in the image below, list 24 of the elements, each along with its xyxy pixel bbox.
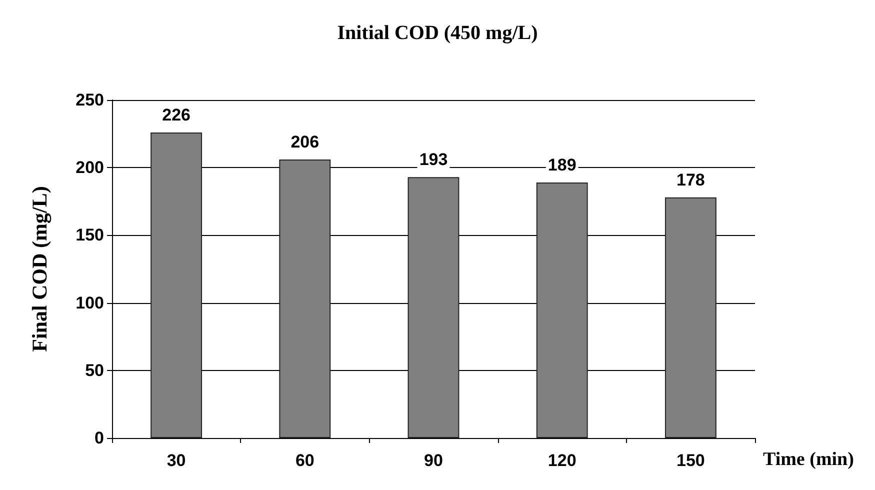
x-tick-label: 60: [295, 451, 314, 470]
data-label: 178: [676, 170, 705, 190]
x-tick-label: 90: [424, 451, 443, 470]
y-axis-title: Final COD (mg/L): [28, 186, 52, 352]
bar: [150, 132, 202, 438]
x-tick-label: 120: [548, 451, 576, 470]
bar: [536, 182, 588, 438]
data-label: 193: [419, 150, 448, 170]
x-tick-label: 30: [166, 451, 186, 470]
y-tick-label: 50: [85, 360, 104, 380]
y-tick-label: 250: [76, 90, 104, 110]
data-label: 189: [548, 155, 576, 174]
chart-title: Initial COD (450 mg/L): [337, 22, 538, 44]
bar: [279, 159, 331, 438]
y-tick-label: 200: [76, 158, 104, 178]
x-tick-label: 150: [676, 451, 705, 470]
data-label: 226: [162, 105, 190, 124]
data-label: 206: [290, 132, 320, 152]
y-tick-label: 0: [94, 428, 104, 448]
y-tick-label: 150: [76, 226, 104, 245]
bar: [408, 177, 460, 438]
x-axis-title: Time (min): [763, 449, 854, 470]
y-tick-label: 100: [76, 293, 104, 312]
bar: [664, 197, 716, 438]
